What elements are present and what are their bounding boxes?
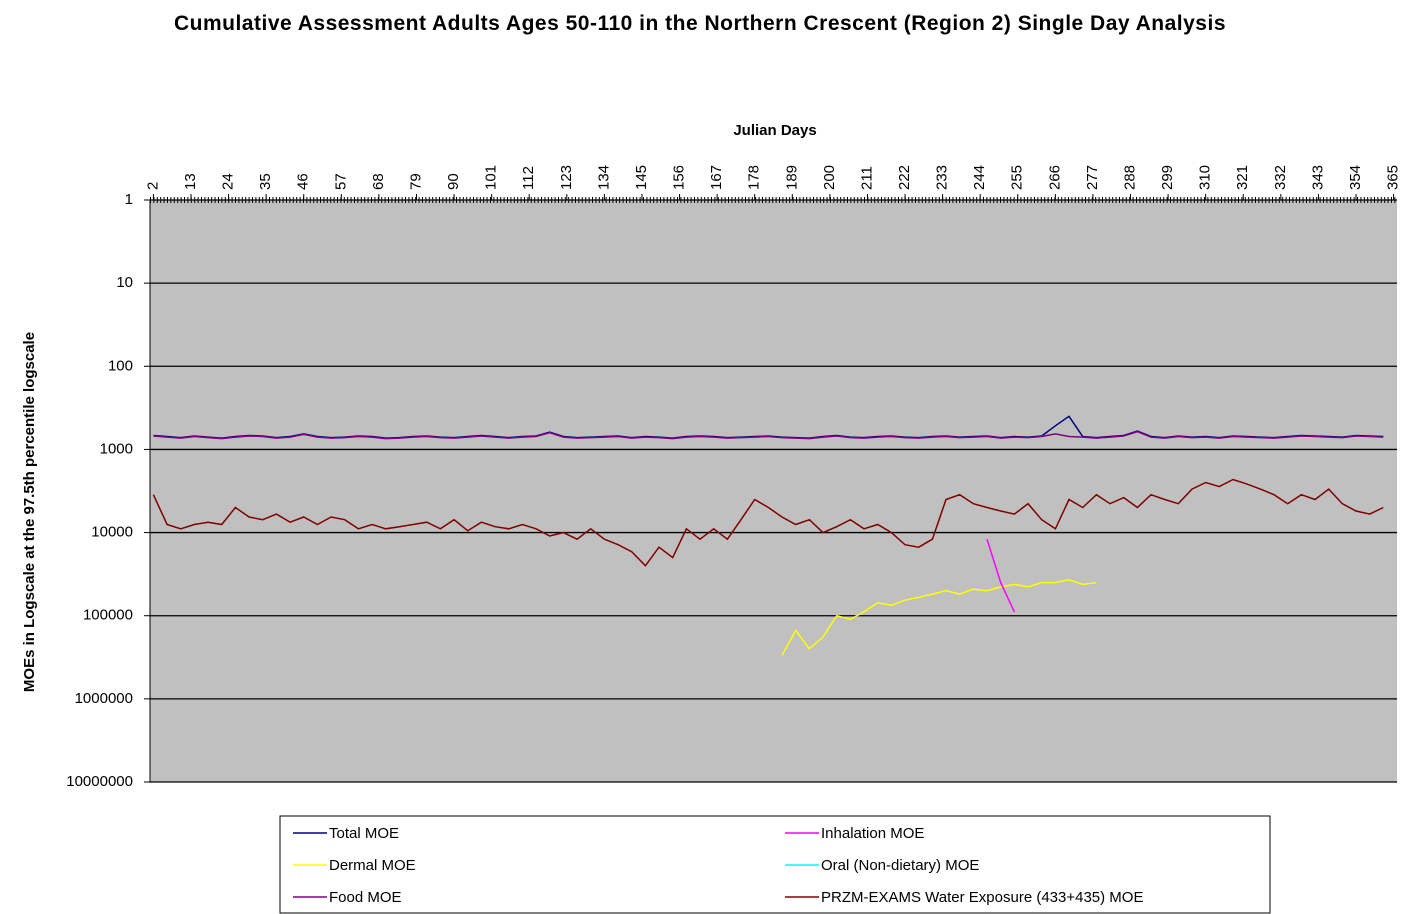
legend [279,815,1271,914]
legend-label: Food MOE [329,889,402,906]
x-tick-label: 233 [934,165,951,190]
x-tick-label: 112 [520,166,537,190]
series-line [153,430,1384,440]
x-tick-label: 35 [257,173,274,190]
legend-label: Oral (Non-dietary) MOE [821,857,979,874]
x-tick-label: 46 [295,173,312,190]
series-line [781,579,1097,656]
x-tick-label: 24 [220,173,237,190]
x-tick-label: 167 [708,165,725,190]
y-tick-label: 100000 [83,607,133,624]
x-tick-label: 244 [971,165,988,190]
legend-label: PRZM-EXAMS Water Exposure (433+435) MOE [821,889,1143,906]
x-tick-label: 299 [1159,165,1176,190]
x-tick-label: 90 [445,173,462,190]
x-tick-label: 343 [1309,165,1326,190]
x-tick-label: 123 [558,165,575,190]
y-tick-label: 1000 [100,440,133,457]
x-tick-label: 101 [483,165,500,190]
x-tick-label: 354 [1347,165,1364,190]
legend-label: Inhalation MOE [821,825,924,842]
series-line [152,478,1384,567]
x-tick-label: 189 [783,165,800,190]
legend-label: Dermal MOE [329,857,416,874]
x-tick-label: 310 [1197,165,1214,190]
legend-label: Total MOE [329,825,399,842]
x-tick-label: 68 [370,173,387,190]
y-tick-label: 1 [125,191,133,208]
y-tick-label: 1000000 [75,690,133,707]
x-tick-label: 332 [1272,165,1289,190]
x-tick-label: 255 [1009,165,1026,190]
x-tick-label: 79 [407,173,424,190]
x-tick-label: 145 [633,165,650,190]
plot-area [150,200,1397,782]
x-tick-label: 134 [595,165,612,190]
x-tick-label: 365 [1385,165,1402,190]
x-tick-label: 277 [1084,165,1101,190]
x-tick-label: 2 [144,182,161,190]
y-tick-label: 10000000 [66,773,133,790]
x-tick-label: 156 [671,165,688,190]
y-tick-label: 10 [116,274,133,291]
x-tick-label: 321 [1234,165,1251,190]
x-axis-title: Julian Days [733,122,816,139]
x-tick-label: 57 [332,173,349,190]
x-tick-label: 222 [896,165,913,190]
x-tick-label: 288 [1121,165,1138,190]
x-tick-label: 13 [182,173,199,190]
x-tick-label: 211 [858,166,875,190]
chart-title: Cumulative Assessment Adults Ages 50-110… [173,12,1226,35]
x-tick-label: 178 [746,165,763,190]
y-tick-label: 100 [108,357,133,374]
series-line [986,538,1016,613]
x-tick-label: 266 [1046,165,1063,190]
y-tick-label: 10000 [91,524,133,541]
x-tick-label: 200 [821,165,838,190]
y-axis-title: MOEs in Logscale at the 97.5th percentil… [21,332,38,692]
